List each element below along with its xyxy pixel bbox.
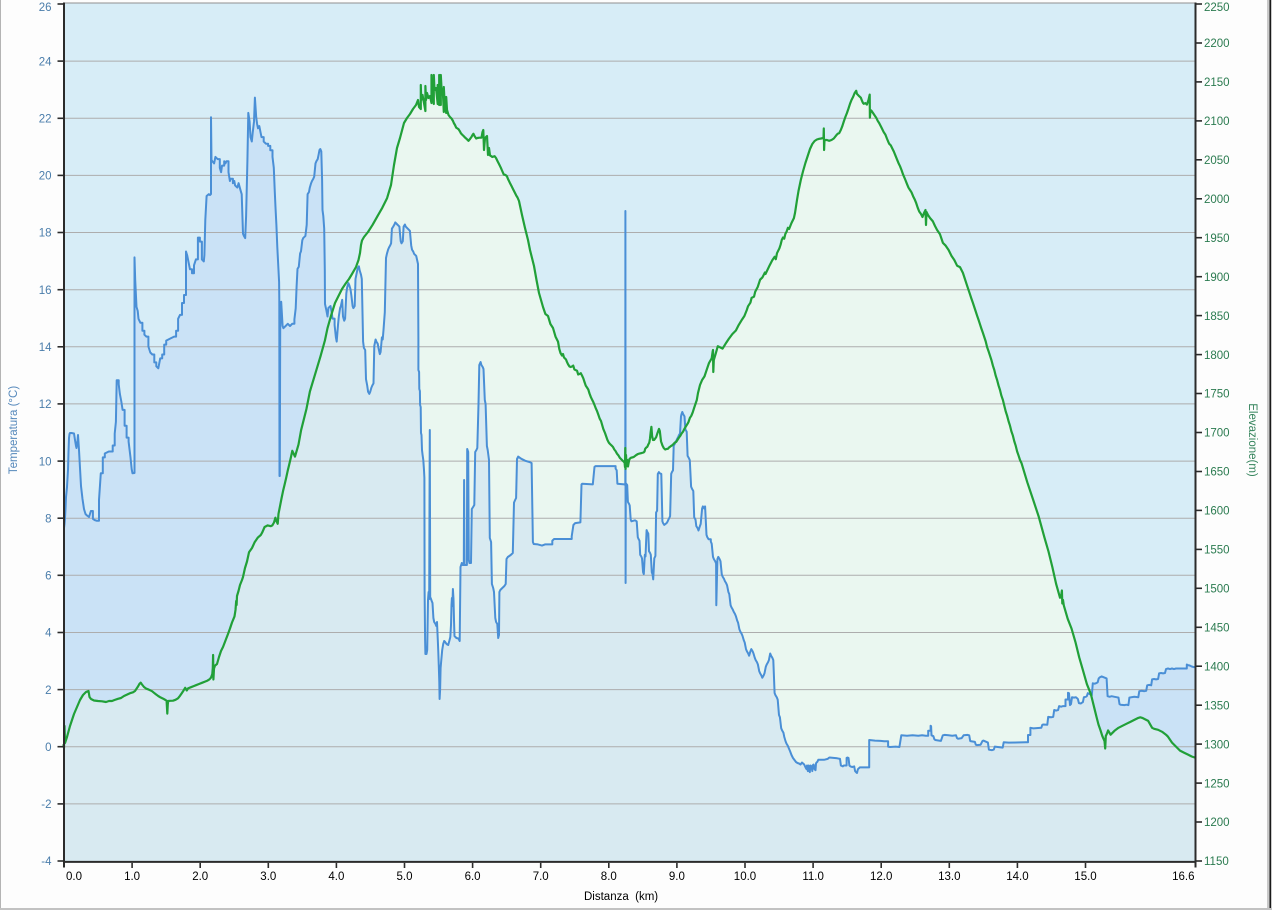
svg-text:13.0: 13.0 [938, 871, 960, 883]
svg-text:6.0: 6.0 [465, 871, 481, 883]
svg-text:14: 14 [39, 342, 52, 354]
svg-text:Elevazione(m): Elevazione(m) [1246, 403, 1258, 477]
svg-text:4.0: 4.0 [328, 871, 344, 883]
svg-text:10: 10 [39, 456, 52, 468]
svg-text:26: 26 [39, 2, 52, 14]
svg-text:Temperatura (°C): Temperatura (°C) [8, 386, 20, 474]
svg-text:4: 4 [45, 628, 52, 640]
svg-text:1350: 1350 [1204, 700, 1230, 712]
svg-text:0.0: 0.0 [66, 871, 82, 883]
svg-text:5.0: 5.0 [397, 871, 413, 883]
svg-text:10.0: 10.0 [734, 871, 756, 883]
svg-text:2150: 2150 [1204, 77, 1230, 89]
svg-text:20: 20 [39, 171, 52, 183]
svg-text:16: 16 [39, 285, 52, 297]
svg-text:1600: 1600 [1204, 506, 1230, 518]
svg-text:2.0: 2.0 [192, 871, 208, 883]
svg-text:1700: 1700 [1204, 428, 1230, 440]
svg-text:22: 22 [39, 114, 52, 126]
svg-text:24: 24 [39, 56, 52, 68]
svg-text:1750: 1750 [1204, 389, 1230, 401]
svg-text:1850: 1850 [1204, 311, 1230, 323]
svg-text:1900: 1900 [1204, 272, 1230, 284]
svg-text:7.0: 7.0 [533, 871, 549, 883]
svg-text:1550: 1550 [1204, 545, 1230, 557]
svg-text:3.0: 3.0 [260, 871, 276, 883]
svg-text:1300: 1300 [1204, 739, 1230, 751]
svg-text:11.0: 11.0 [802, 871, 824, 883]
svg-text:18: 18 [39, 228, 52, 240]
svg-text:1400: 1400 [1204, 661, 1230, 673]
svg-text:9.0: 9.0 [669, 871, 685, 883]
svg-text:15.0: 15.0 [1074, 871, 1096, 883]
svg-text:-4: -4 [41, 856, 52, 868]
svg-text:1650: 1650 [1204, 467, 1230, 479]
svg-text:2200: 2200 [1204, 38, 1230, 50]
svg-text:Distanza (km): Distanza (km) [584, 891, 658, 903]
svg-text:-2: -2 [41, 799, 51, 811]
svg-text:1950: 1950 [1204, 233, 1230, 245]
svg-text:12: 12 [39, 399, 52, 411]
svg-text:16.6: 16.6 [1172, 871, 1194, 883]
svg-text:2100: 2100 [1204, 116, 1230, 128]
svg-text:2: 2 [45, 685, 51, 697]
svg-text:1150: 1150 [1204, 856, 1229, 868]
svg-text:8: 8 [45, 513, 51, 525]
svg-text:1500: 1500 [1204, 584, 1230, 596]
svg-text:2000: 2000 [1204, 194, 1230, 206]
svg-text:12.0: 12.0 [870, 871, 892, 883]
svg-text:1.0: 1.0 [124, 871, 140, 883]
svg-text:1200: 1200 [1204, 817, 1230, 829]
svg-text:8.0: 8.0 [601, 871, 617, 883]
svg-text:1450: 1450 [1204, 623, 1230, 635]
svg-text:6: 6 [45, 571, 51, 583]
svg-text:1800: 1800 [1204, 350, 1230, 362]
svg-text:1250: 1250 [1204, 778, 1230, 790]
svg-text:2250: 2250 [1204, 2, 1230, 14]
svg-text:2050: 2050 [1204, 155, 1230, 167]
svg-text:14.0: 14.0 [1006, 871, 1028, 883]
svg-text:0: 0 [45, 742, 51, 754]
